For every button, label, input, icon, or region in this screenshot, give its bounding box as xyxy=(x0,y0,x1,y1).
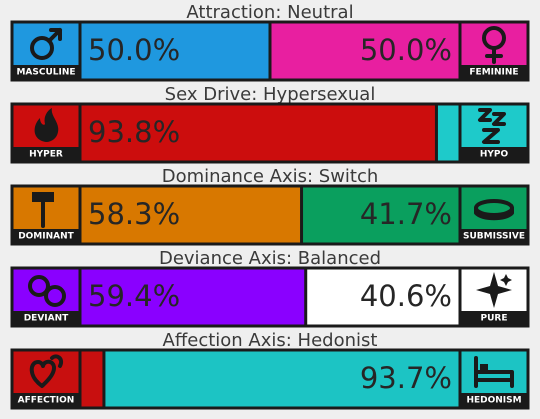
label-bg xyxy=(461,147,527,161)
flame-icon xyxy=(34,108,59,142)
right-value: 50.0% xyxy=(360,33,452,67)
left-bar xyxy=(80,186,302,244)
axis-title: Attraction: Neutral xyxy=(186,2,353,23)
right-label: HYPO xyxy=(480,150,509,160)
left-label: DOMINANT xyxy=(18,232,74,242)
female-icon xyxy=(482,26,506,64)
right-value: 41.7% xyxy=(360,197,452,231)
label-bg xyxy=(461,393,527,407)
left-label: HYPER xyxy=(29,150,63,160)
axis-title: Deviance Axis: Balanced xyxy=(159,248,381,269)
label-bg xyxy=(461,229,527,243)
frame xyxy=(10,184,530,246)
left-value: 58.3% xyxy=(88,197,180,231)
frame xyxy=(10,266,530,328)
sparkle-icon xyxy=(476,272,512,308)
right-label: HEDONISM xyxy=(466,396,521,406)
label-bg xyxy=(13,311,79,325)
frame xyxy=(10,348,530,410)
left-value: 59.4% xyxy=(88,279,180,313)
left-bar xyxy=(80,268,306,326)
right-bar xyxy=(270,22,460,80)
right-value: 93.7% xyxy=(360,361,452,395)
label-bg xyxy=(13,229,79,243)
right-bar xyxy=(305,268,460,326)
frame xyxy=(10,20,530,82)
cuffs-icon xyxy=(28,275,66,307)
left-label: DEVIANT xyxy=(24,314,69,324)
right-value: 40.6% xyxy=(360,279,452,313)
right-bar xyxy=(103,350,460,408)
gavel-icon xyxy=(32,192,54,228)
collar-icon xyxy=(474,199,514,221)
left-bar xyxy=(80,22,270,80)
axis-title: Sex Drive: Hypersexual xyxy=(165,84,376,105)
axis-title: Dominance Axis: Switch xyxy=(162,166,379,187)
label-bg xyxy=(13,147,79,161)
label-bg xyxy=(461,65,527,79)
left-bar xyxy=(80,104,437,162)
left-bar xyxy=(80,350,104,408)
right-label: SUBMISSIVE xyxy=(463,232,525,242)
label-bg xyxy=(13,393,79,407)
label-bg xyxy=(461,311,527,325)
sleep-icon xyxy=(478,108,506,144)
hearts-icon xyxy=(29,354,63,388)
label-bg xyxy=(13,65,79,79)
icons xyxy=(28,26,514,388)
left-value: 93.8% xyxy=(88,115,180,149)
axis-title: Affection Axis: Hedonist xyxy=(163,330,378,351)
right-label: PURE xyxy=(481,314,508,324)
right-bar xyxy=(301,186,460,244)
right-label: FEMININE xyxy=(469,68,518,78)
right-bar xyxy=(436,104,460,162)
bed-icon xyxy=(474,356,514,388)
left-value: 50.0% xyxy=(88,33,180,67)
left-label: AFFECTION xyxy=(18,396,75,406)
left-label: MASCULINE xyxy=(16,68,75,78)
frame xyxy=(10,102,530,164)
male-icon xyxy=(30,28,62,60)
